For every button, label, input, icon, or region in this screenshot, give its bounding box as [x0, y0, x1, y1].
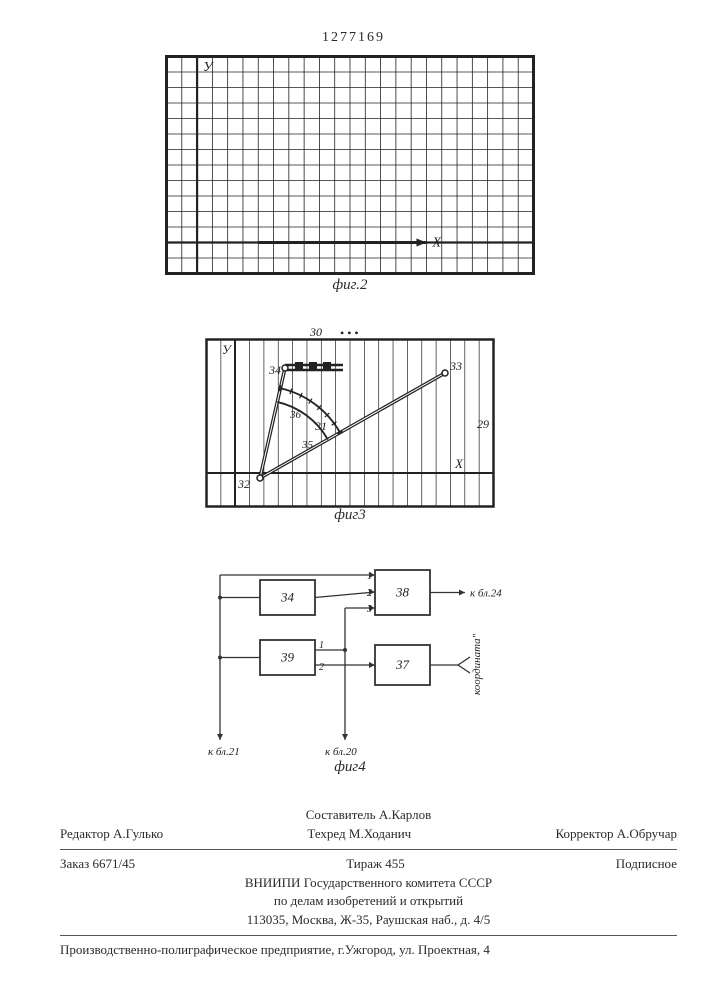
footer-order: Заказ 6671/45: [60, 855, 135, 874]
figure-2-caption: фиг.2: [165, 277, 535, 294]
svg-text:34: 34: [268, 363, 281, 377]
footer-podpis: Подписное: [616, 855, 677, 874]
footer-author: Составитель А.Карлов: [60, 806, 677, 825]
svg-text:33: 33: [449, 359, 462, 373]
svg-text:Х: Х: [454, 456, 464, 471]
page: 1277169 УХ фиг.2 УХ30• • •33343136353229…: [0, 0, 707, 1000]
svg-text:2: 2: [319, 662, 324, 673]
svg-text:к бл.24: к бл.24: [470, 588, 502, 600]
figure-4: 3438393712312к бл.24координата"к бл.21к …: [190, 555, 510, 776]
figure-3: У Х 30 • • • 33 34 31 36 35 32 29 фиг3: [205, 320, 495, 524]
svg-text:• • •: • • •: [340, 326, 359, 340]
svg-text:37: 37: [395, 657, 410, 672]
svg-text:3: 3: [366, 604, 372, 615]
svg-text:30: 30: [309, 325, 322, 339]
svg-text:32: 32: [237, 477, 250, 491]
footer-tirazh: Тираж 455: [346, 855, 405, 874]
svg-text:35: 35: [301, 439, 314, 451]
figure-2: У Х фиг.2: [165, 55, 535, 294]
document-number: 1277169: [0, 30, 707, 46]
footer-press: Производственно-полиграфическое предприя…: [60, 941, 677, 960]
footer-corrector: Корректор А.Обручар: [556, 825, 677, 844]
svg-text:к бл.20: к бл.20: [325, 746, 357, 758]
footer-editor: Редактор А.Гулько: [60, 825, 163, 844]
svg-text:1: 1: [319, 640, 324, 651]
footer-rule-2: [60, 935, 677, 936]
svg-text:29: 29: [477, 417, 489, 431]
svg-text:31: 31: [314, 419, 327, 433]
svg-text:Х: Х: [431, 236, 441, 251]
svg-text:к бл.21: к бл.21: [208, 746, 240, 758]
svg-text:39: 39: [280, 650, 295, 665]
svg-text:34: 34: [280, 590, 295, 605]
footer-tech: Техред М.Ходанич: [307, 825, 411, 844]
svg-text:координата": координата": [471, 633, 483, 695]
svg-text:36: 36: [289, 409, 302, 421]
svg-text:38: 38: [395, 585, 410, 600]
footer-addr: 113035, Москва, Ж-35, Раушская наб., д. …: [60, 911, 677, 930]
figure-4-caption: фиг4: [190, 759, 510, 776]
footer: Составитель А.Карлов Редактор А.Гулько Т…: [60, 806, 677, 960]
svg-text:У: У: [222, 342, 233, 357]
footer-org1: ВНИИПИ Государственного комитета СССР: [60, 874, 677, 893]
figure-3-caption: фиг3: [205, 507, 495, 524]
footer-org2: по делам изобретений и открытий: [60, 892, 677, 911]
footer-rule-1: [60, 849, 677, 850]
svg-text:У: У: [203, 60, 214, 75]
